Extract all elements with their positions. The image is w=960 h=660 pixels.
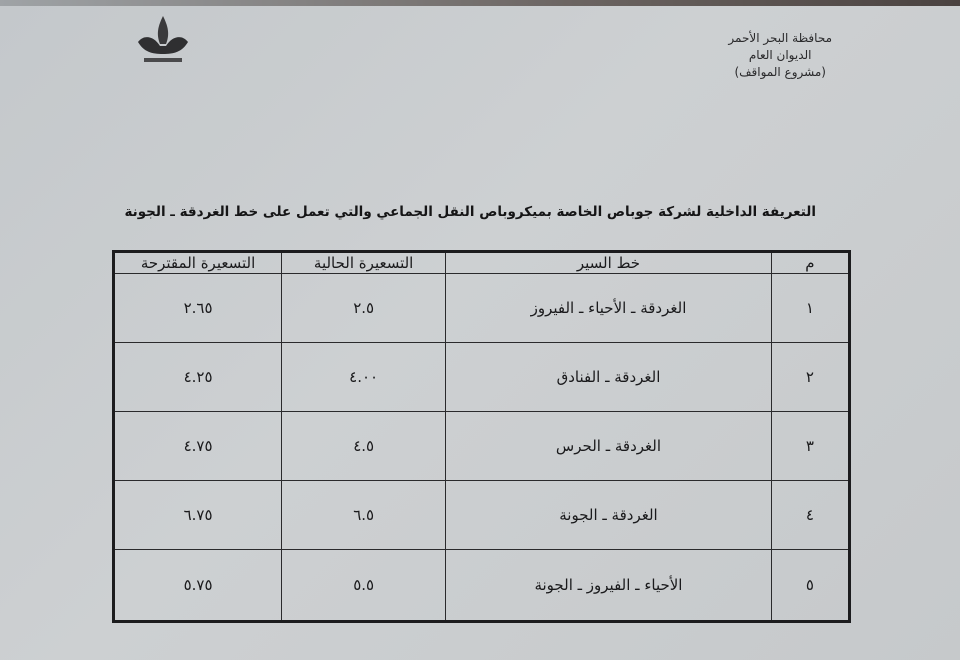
- col-route: خط السير: [445, 251, 772, 274]
- row-number: ١: [770, 273, 851, 343]
- table-header-row: م خط السير التسعيرة الحالية التسعيرة الم…: [112, 251, 851, 274]
- header-project: (مشروع المواقف): [734, 65, 826, 79]
- current-fare: ٥.٥: [281, 548, 447, 623]
- table-row: ٢ الغردقة ـ الفنادق ٤.٠٠ ٤.٢٥: [112, 341, 851, 412]
- table-row: ٣ الغردقة ـ الحرس ٤.٥ ٤.٧٥: [112, 410, 851, 481]
- route: الأحياء ـ الفيروز ـ الجونة: [445, 548, 772, 623]
- issuer-header: محافظة البحر الأحمر الديوان العام (مشروع…: [728, 30, 832, 81]
- col-number: م: [770, 251, 851, 274]
- current-fare: ٤.٥: [281, 410, 447, 481]
- table-row: ٤ الغردقة ـ الجونة ٦.٥ ٦.٧٥: [112, 479, 851, 550]
- proposed-fare: ٤.٧٥: [112, 410, 283, 481]
- header-governorate: محافظة البحر الأحمر: [728, 31, 832, 45]
- proposed-fare: ٦.٧٥: [112, 479, 283, 550]
- route: الغردقة ـ الحرس: [445, 410, 772, 481]
- current-fare: ٢.٥: [281, 273, 447, 343]
- table-row: ١ الغردقة ـ الأحياء ـ الفيروز ٢.٥ ٢.٦٥: [112, 273, 851, 343]
- route: الغردقة ـ الفنادق: [445, 341, 772, 412]
- document-title: التعريفة الداخلية لشركة جوباص الخاصة بمي…: [124, 204, 816, 220]
- proposed-fare: ٤.٢٥: [112, 341, 283, 412]
- row-number: ٣: [770, 410, 851, 481]
- col-current-fare: التسعيرة الحالية: [281, 251, 447, 274]
- proposed-fare: ٢.٦٥: [112, 273, 283, 343]
- route: الغردقة ـ الجونة: [445, 479, 772, 550]
- row-number: ٢: [770, 341, 851, 412]
- governorate-emblem-logo: [138, 16, 188, 62]
- row-number: ٤: [770, 479, 851, 550]
- table-row: ٥ الأحياء ـ الفيروز ـ الجونة ٥.٥ ٥.٧٥: [112, 548, 851, 623]
- row-number: ٥: [770, 548, 851, 623]
- header-office: الديوان العام: [748, 48, 812, 62]
- photo-edge: [0, 0, 960, 6]
- col-proposed-fare: التسعيرة المقترحة: [112, 251, 283, 274]
- fare-table: م خط السير التسعيرة الحالية التسعيرة الم…: [112, 250, 851, 623]
- current-fare: ٤.٠٠: [281, 341, 447, 412]
- route: الغردقة ـ الأحياء ـ الفيروز: [445, 273, 772, 343]
- proposed-fare: ٥.٧٥: [112, 548, 283, 623]
- current-fare: ٦.٥: [281, 479, 447, 550]
